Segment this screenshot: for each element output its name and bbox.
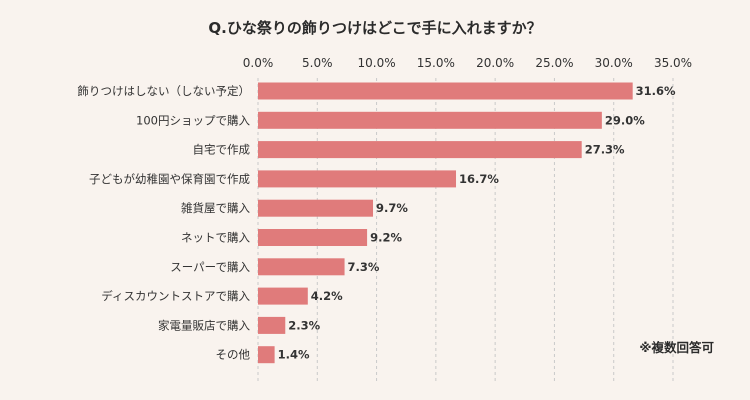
bar: [258, 258, 345, 276]
category-label: 子どもが幼稚園や保育園で作成: [89, 172, 250, 186]
category-label: 自宅で作成: [193, 143, 251, 157]
value-label: 29.0%: [605, 113, 645, 127]
tick-label: 5.0%: [302, 56, 333, 70]
category-label: 飾りつけはしない（しない予定）: [77, 84, 250, 98]
category-label: 100円ショップで購入: [136, 113, 250, 127]
tick-label: 10.0%: [358, 56, 396, 70]
tick-label: 0.0%: [243, 56, 274, 70]
tick-label: 15.0%: [417, 56, 455, 70]
bar: [258, 111, 602, 129]
category-label: スーパーで購入: [170, 260, 250, 274]
tick-label: 30.0%: [595, 56, 633, 70]
value-label: 27.3%: [585, 143, 625, 157]
value-label: 4.2%: [311, 289, 343, 303]
tick-label: 35.0%: [654, 56, 692, 70]
bar: [258, 199, 374, 217]
value-label: 16.7%: [459, 172, 499, 186]
bar: [258, 316, 286, 334]
category-label: 雑貨屋で購入: [181, 201, 250, 215]
bar: [258, 229, 368, 246]
bar: [258, 346, 275, 364]
value-label: 31.6%: [636, 84, 676, 98]
bar: [258, 141, 582, 159]
value-label: 7.3%: [348, 260, 380, 274]
tick-label: 25.0%: [535, 56, 573, 70]
category-labels: 飾りつけはしない（しない予定） 100円ショップで購入自宅で作成子どもが幼稚園や保…: [77, 84, 250, 362]
category-label: ディスカウントストアで購入: [101, 289, 250, 303]
value-label: 9.7%: [376, 201, 408, 215]
bar: [258, 170, 457, 188]
category-label: その他: [216, 348, 251, 362]
value-label: 2.3%: [288, 318, 320, 332]
bars: [258, 82, 633, 364]
bar: [258, 82, 633, 100]
value-label: 1.4%: [278, 348, 310, 362]
x-axis-ticks: 0.0% 5.0% 10.0% 15.0% 20.0% 25.0% 30.0% 35.0%: [243, 56, 692, 70]
grid-lines: [257, 78, 674, 384]
value-labels: 31.6% 29.0% 27.3% 16.7% 9.7% 9.2% 7.3% 4.2% 2.3%…: [278, 84, 676, 362]
value-label: 9.2%: [370, 231, 402, 245]
bar: [258, 287, 308, 305]
category-label: 家電量販店で購入: [158, 318, 250, 332]
tick-label: 20.0%: [476, 56, 514, 70]
category-label: ネットで購入: [181, 231, 250, 245]
footnote: ※複数回答可: [639, 340, 714, 355]
chart-title: Q.ひな祭りの飾りつけはどこで手に入れますか？: [208, 19, 541, 37]
